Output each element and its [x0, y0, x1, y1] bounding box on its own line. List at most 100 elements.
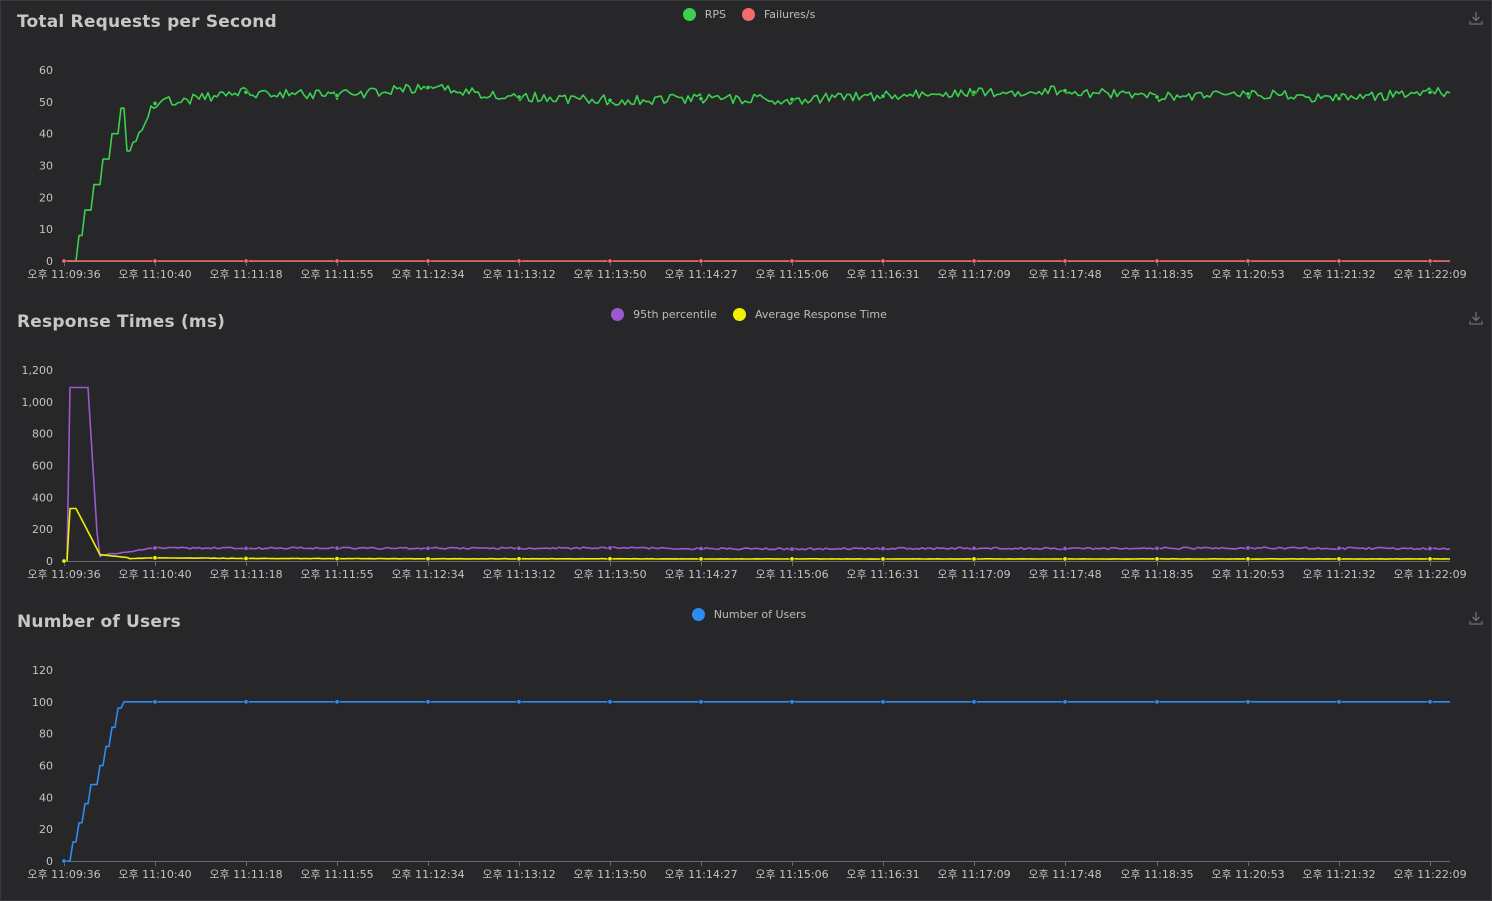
data-point[interactable] [152, 699, 158, 705]
data-point[interactable] [1062, 546, 1068, 552]
data-point[interactable] [789, 699, 795, 705]
data-point[interactable] [1154, 556, 1160, 562]
data-point[interactable] [1245, 258, 1251, 264]
data-point[interactable] [243, 258, 249, 264]
data-point[interactable] [789, 96, 795, 102]
data-point[interactable] [1062, 556, 1068, 562]
data-point[interactable] [1336, 258, 1342, 264]
data-point[interactable] [425, 258, 431, 264]
data-point[interactable] [516, 94, 522, 100]
legend-item-failures[interactable]: Failures/s [736, 7, 815, 21]
legend-item-average-response-time[interactable]: Average Response Time [727, 307, 887, 321]
data-point[interactable] [1154, 258, 1160, 264]
data-point[interactable] [516, 545, 522, 551]
data-point[interactable] [425, 556, 431, 562]
data-point[interactable] [607, 545, 613, 551]
data-point[interactable] [61, 558, 67, 564]
data-point[interactable] [1427, 546, 1433, 552]
data-point[interactable] [1245, 556, 1251, 562]
data-point[interactable] [971, 556, 977, 562]
download-icon[interactable] [1468, 310, 1484, 326]
x-tick-label: 오후 11:13:12 [482, 268, 555, 281]
data-point[interactable] [1336, 545, 1342, 551]
data-point[interactable] [1427, 699, 1433, 705]
data-point[interactable] [1336, 556, 1342, 562]
data-point[interactable] [789, 546, 795, 552]
data-point[interactable] [243, 555, 249, 561]
data-point[interactable] [607, 556, 613, 562]
data-point[interactable] [516, 699, 522, 705]
data-point[interactable] [789, 556, 795, 562]
data-point[interactable] [971, 545, 977, 551]
download-icon[interactable] [1468, 10, 1484, 26]
data-point[interactable] [152, 100, 158, 106]
data-point[interactable] [698, 546, 704, 552]
data-point[interactable] [1245, 91, 1251, 97]
x-tick-label: 오후 11:12:34 [391, 568, 464, 581]
y-tick-label: 40 [39, 128, 53, 141]
data-point[interactable] [334, 92, 340, 98]
chart-title: Number of Users [17, 612, 181, 632]
data-point[interactable] [880, 258, 886, 264]
data-point[interactable] [1427, 89, 1433, 95]
data-point[interactable] [698, 258, 704, 264]
data-point[interactable] [607, 97, 613, 103]
data-point[interactable] [880, 546, 886, 552]
data-point[interactable] [971, 699, 977, 705]
data-point[interactable] [243, 699, 249, 705]
data-point[interactable] [152, 258, 158, 264]
y-tick-label: 10 [39, 223, 53, 236]
x-tick-label: 오후 11:12:34 [391, 268, 464, 281]
data-point[interactable] [880, 556, 886, 562]
data-point[interactable] [61, 258, 67, 264]
data-point[interactable] [516, 556, 522, 562]
data-point[interactable] [1336, 96, 1342, 102]
data-point[interactable] [243, 545, 249, 551]
data-point[interactable] [334, 545, 340, 551]
data-point[interactable] [1245, 699, 1251, 705]
x-tick-label: 오후 11:18:35 [1120, 868, 1193, 881]
legend-item-rps[interactable]: RPS [677, 7, 726, 21]
download-icon[interactable] [1468, 610, 1484, 626]
data-point[interactable] [1062, 258, 1068, 264]
y-tick-label: 0 [46, 555, 53, 568]
x-tick-label: 오후 11:18:35 [1120, 268, 1193, 281]
data-point[interactable] [61, 858, 67, 864]
data-point[interactable] [698, 556, 704, 562]
data-point[interactable] [152, 545, 158, 551]
data-point[interactable] [1062, 88, 1068, 94]
x-tick-label: 오후 11:11:55 [300, 268, 373, 281]
data-point[interactable] [607, 258, 613, 264]
x-tick-label: 오후 11:14:27 [664, 268, 737, 281]
legend-dot-95th [611, 307, 625, 321]
data-point[interactable] [1154, 699, 1160, 705]
data-point[interactable] [334, 699, 340, 705]
data-point[interactable] [880, 93, 886, 99]
data-point[interactable] [516, 258, 522, 264]
data-point[interactable] [334, 258, 340, 264]
data-point[interactable] [607, 699, 613, 705]
data-point[interactable] [1427, 258, 1433, 264]
data-point[interactable] [1245, 545, 1251, 551]
data-point[interactable] [1427, 556, 1433, 562]
data-point[interactable] [1154, 545, 1160, 551]
chart-panel-response-times: Response Times (ms) 95th percentile Aver… [0, 300, 1492, 600]
data-point[interactable] [1154, 94, 1160, 100]
x-tick-label: 오후 11:11:55 [300, 568, 373, 581]
data-point[interactable] [243, 89, 249, 95]
data-point[interactable] [425, 699, 431, 705]
data-point[interactable] [425, 545, 431, 551]
data-point[interactable] [880, 699, 886, 705]
data-point[interactable] [1336, 699, 1342, 705]
legend-item-95th-percentile[interactable]: 95th percentile [605, 307, 717, 321]
data-point[interactable] [334, 556, 340, 562]
legend-item-number-of-users[interactable]: Number of Users [686, 607, 806, 621]
data-point[interactable] [971, 258, 977, 264]
data-point[interactable] [789, 258, 795, 264]
data-point[interactable] [698, 699, 704, 705]
data-point[interactable] [698, 96, 704, 102]
data-point[interactable] [425, 85, 431, 91]
data-point[interactable] [1062, 699, 1068, 705]
data-point[interactable] [152, 555, 158, 561]
data-point[interactable] [971, 89, 977, 95]
